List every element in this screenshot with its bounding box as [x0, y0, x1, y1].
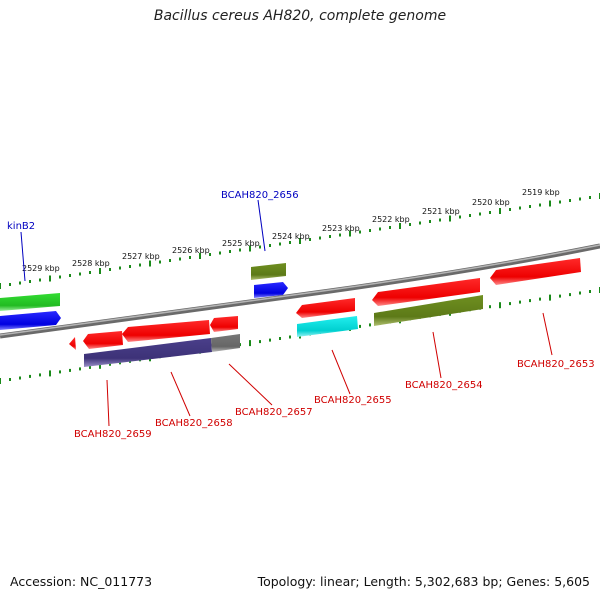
accession-text: Accession: NC_011773 [10, 574, 153, 589]
genome-summary-text: Topology: linear; Length: 5,302,683 bp; … [257, 574, 590, 589]
map-title: Bacillus cereus AH820, complete genome [153, 8, 447, 24]
gene-label-BCAH820_2658[interactable]: BCAH820_2658 [155, 418, 233, 429]
gene-BCAH820_2658-purple[interactable] [84, 338, 212, 367]
gene-BCAH820_2657-gray[interactable] [211, 334, 240, 352]
gene-red-small[interactable] [69, 337, 76, 350]
tick-label: 2522 kbp [372, 215, 410, 224]
label-leader-lines [20, 199, 553, 427]
gene-BCAH820_2654-olive[interactable] [374, 295, 483, 326]
gene-BCAH820_2653-red[interactable] [490, 258, 581, 285]
tick-label: 2529 kbp [22, 264, 60, 273]
gene-label-kinB2[interactable]: kinB2 [7, 221, 35, 232]
tick-label: 2528 kbp [72, 259, 110, 268]
gene-BCAH820_2656-blue[interactable] [254, 282, 288, 298]
tick-label: 2519 kbp [522, 188, 560, 197]
gene-label-BCAH820_2656[interactable]: BCAH820_2656 [221, 190, 299, 201]
gene-BCAH820_2655-cyan[interactable] [297, 316, 358, 337]
forward-strand-genes [0, 263, 288, 330]
gene-BCAH820_2655-red[interactable] [296, 298, 355, 318]
tick-label: 2526 kbp [172, 246, 210, 255]
gene-red[interactable] [210, 316, 238, 332]
gene-labels: kinB2 BCAH820_2656 BCAH820_2653 BCAH820_… [7, 190, 595, 440]
tick-label: 2525 kbp [222, 239, 260, 248]
upper-scale-ruler [0, 193, 600, 289]
gene-red[interactable] [372, 278, 480, 306]
gene-kinB2-green[interactable] [0, 293, 60, 311]
gene-label-BCAH820_2655[interactable]: BCAH820_2655 [314, 395, 392, 406]
gene-label-BCAH820_2653[interactable]: BCAH820_2653 [517, 359, 595, 370]
reverse-strand-genes [69, 258, 581, 367]
tick-label: 2520 kbp [472, 198, 510, 207]
gene-label-BCAH820_2654[interactable]: BCAH820_2654 [405, 380, 483, 391]
genome-backbone [0, 243, 600, 339]
scale-tick-labels: 2529 kbp 2528 kbp 2527 kbp 2526 kbp 2525… [22, 188, 560, 273]
tick-label: 2524 kbp [272, 232, 310, 241]
tick-label: 2521 kbp [422, 207, 460, 216]
genome-backbone-highlight [0, 244, 600, 336]
gene-kinB2-blue[interactable] [0, 311, 61, 330]
gene-red[interactable] [122, 320, 210, 342]
gene-label-BCAH820_2657[interactable]: BCAH820_2657 [235, 407, 313, 418]
gene-BCAH820_2656-olive[interactable] [251, 263, 286, 280]
tick-label: 2523 kbp [322, 224, 360, 233]
gene-red[interactable] [83, 331, 123, 349]
gene-label-BCAH820_2659[interactable]: BCAH820_2659 [74, 429, 152, 440]
tick-label: 2527 kbp [122, 252, 160, 261]
